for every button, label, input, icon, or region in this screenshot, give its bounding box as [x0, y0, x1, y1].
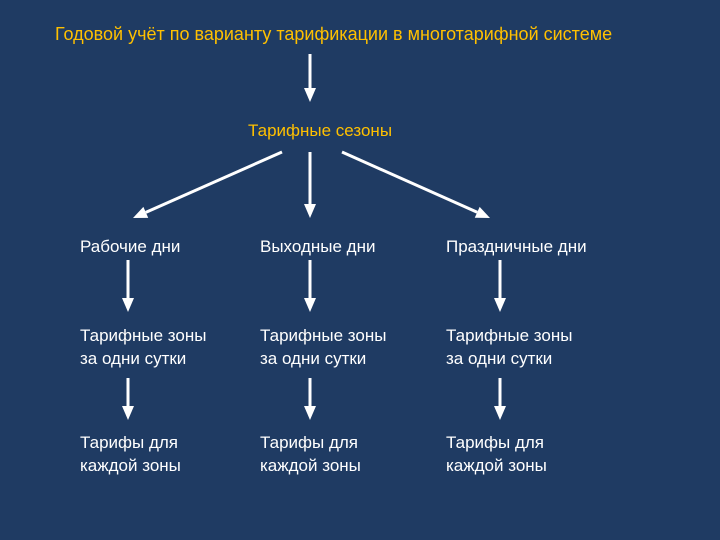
arrow-9 — [0, 0, 720, 540]
